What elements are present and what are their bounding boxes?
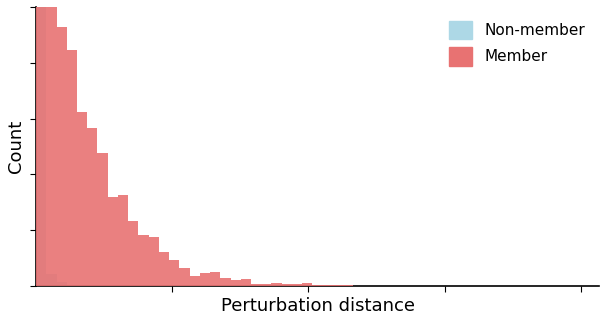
- Bar: [118, 195, 128, 286]
- Bar: [313, 285, 322, 286]
- Bar: [98, 153, 108, 286]
- Bar: [271, 283, 282, 286]
- Bar: [138, 235, 148, 286]
- Legend: Non-member, Member: Non-member, Member: [444, 14, 591, 72]
- Bar: [56, 27, 67, 286]
- X-axis label: Perturbation distance: Perturbation distance: [221, 297, 415, 315]
- Bar: [230, 280, 241, 286]
- Bar: [67, 50, 77, 286]
- Bar: [87, 128, 98, 286]
- Bar: [128, 221, 138, 286]
- Bar: [302, 283, 313, 286]
- Y-axis label: Count: Count: [7, 120, 25, 173]
- Bar: [46, 0, 56, 286]
- Bar: [241, 279, 251, 286]
- Bar: [282, 284, 292, 286]
- Bar: [77, 112, 87, 286]
- Bar: [261, 284, 271, 286]
- Bar: [148, 237, 159, 286]
- Bar: [322, 285, 333, 286]
- Bar: [251, 284, 261, 286]
- Bar: [292, 284, 302, 286]
- Bar: [200, 273, 210, 286]
- Bar: [169, 260, 179, 286]
- Bar: [159, 252, 169, 286]
- Bar: [221, 278, 230, 286]
- Bar: [179, 269, 190, 286]
- Bar: [36, 0, 46, 286]
- Bar: [67, 285, 77, 286]
- Bar: [210, 272, 221, 286]
- Bar: [36, 0, 46, 286]
- Bar: [56, 282, 67, 286]
- Bar: [190, 276, 200, 286]
- Bar: [333, 285, 343, 286]
- Bar: [343, 285, 353, 286]
- Bar: [108, 197, 118, 286]
- Bar: [46, 274, 56, 286]
